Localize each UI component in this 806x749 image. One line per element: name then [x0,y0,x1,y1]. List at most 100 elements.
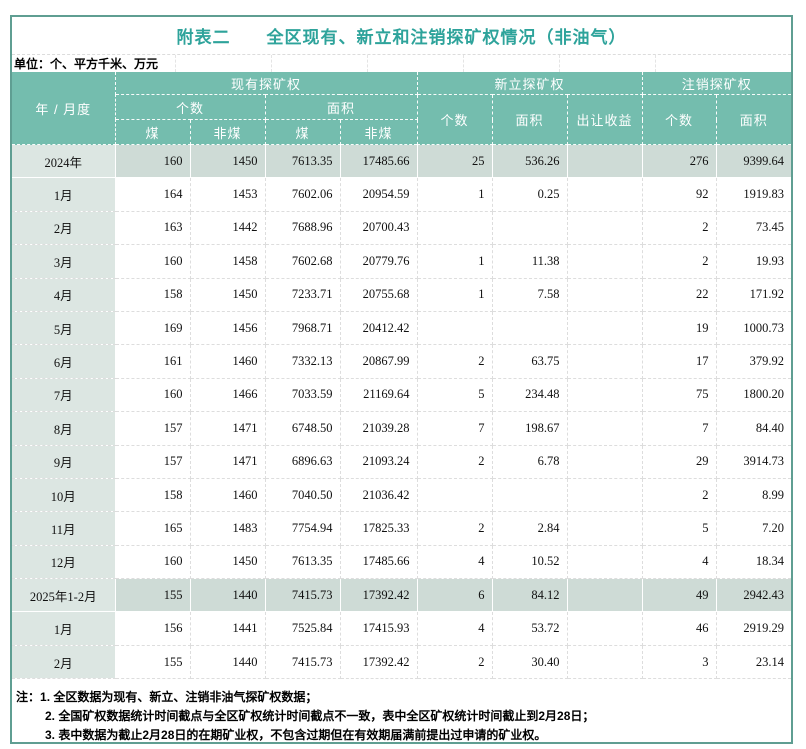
cell-new-revenue [566,444,643,479]
cell-existing-count-noncoal: 1442 [189,210,266,246]
cell-existing-count-coal: 157 [114,444,191,479]
cell-cancel-area: 2919.29 [715,611,791,646]
row-label: 8月 [12,411,116,446]
cell-new-count: 4 [416,544,493,580]
unit-note: 单位：个、平方千米、万元 [14,57,159,71]
cell-new-count: 1 [416,177,493,212]
note-prefix: 注： [16,690,41,705]
cell-existing-count-coal: 163 [114,210,191,246]
grid-line [559,55,655,72]
cell-cancel-count: 2 [641,244,717,279]
cell-existing-area-coal: 7602.06 [264,177,341,212]
cell-existing-count-noncoal: 1466 [189,377,266,413]
cell-cancel-area: 7.20 [715,511,791,546]
header-year-month: 年 / 月度 [12,72,116,145]
cell-new-area [491,210,568,246]
cell-new-count: 2 [416,511,493,546]
note-line-3: 3. 表中数据为截止2月28日的在期矿业权，不包含过期但在有效期届满前提出过申请… [16,726,785,743]
table-row: 9月 157 1471 6896.63 21093.24 2 6.78 29 3914.73 [12,444,791,479]
cell-cancel-area: 18.34 [715,544,791,580]
cell-cancel-area: 84.40 [715,411,791,446]
cell-existing-area-noncoal: 20954.59 [339,177,418,212]
note-line-1: 注：1. 全区数据为现有、新立、注销非油气探矿权数据； [16,688,785,707]
cell-cancel-area: 9399.64 [715,143,791,179]
row-label: 2月 [12,210,116,246]
cell-new-revenue [566,477,643,513]
cell-new-count [416,310,493,346]
row-label: 12月 [12,544,116,580]
cell-new-area [491,477,568,513]
cell-existing-area-coal: 6896.63 [264,444,341,479]
cell-cancel-count: 49 [641,578,717,613]
table-row: 7月 160 1466 7033.59 21169.64 5 234.48 75 1800.20 [12,377,791,413]
cell-existing-count-coal: 155 [114,644,191,680]
cell-existing-area-noncoal: 21036.42 [339,477,418,513]
cell-cancel-count: 4 [641,544,717,580]
cell-existing-area-noncoal: 17415.93 [339,611,418,646]
table-row: 10月 158 1460 7040.50 21036.42 2 8.99 [12,477,791,513]
cell-new-revenue [566,544,643,580]
cell-new-count [416,210,493,246]
cell-new-count: 2 [416,344,493,379]
cell-cancel-area: 8.99 [715,477,791,513]
header-existing-area-coal: 煤 [264,119,341,145]
table-row: 2025年1-2月 155 1440 7415.73 17392.42 6 84.12 49 2… [12,578,791,613]
table-row: 3月 160 1458 7602.68 20779.76 1 11.38 2 19.93 [12,244,791,279]
cell-existing-count-noncoal: 1450 [189,277,266,312]
cell-new-revenue [566,177,643,212]
cell-new-count [416,477,493,513]
grid-line [655,55,751,72]
cell-new-revenue [566,411,643,446]
note-text: 3. 表中数据为截止2月28日的在期矿业权，不包含过期但在有效期届满前提出过申请… [45,728,547,743]
row-label: 9月 [12,444,116,479]
note-text: 2. 全国矿权数据统计时间截点与全区矿权统计时间截点不一致，表中全区矿权统计时间… [45,709,595,724]
header-new-group: 新立探矿权 [416,72,643,95]
cell-new-count: 4 [416,611,493,646]
table-row: 1月 156 1441 7525.84 17415.93 4 53.72 46 2919.29 [12,611,791,646]
cell-existing-area-coal: 7613.35 [264,544,341,580]
cell-new-count: 6 [416,578,493,613]
grid-line [367,55,463,72]
cell-cancel-area: 3914.73 [715,444,791,479]
cell-new-area: 30.40 [491,644,568,680]
cell-existing-area-coal: 7033.59 [264,377,341,413]
header-existing-area-noncoal: 非煤 [339,119,418,145]
row-label: 11月 [12,511,116,546]
row-label: 4月 [12,277,116,312]
note-text: 1. 全区数据为现有、新立、注销非油气探矿权数据； [40,690,318,705]
report-sheet: 附表二 全区现有、新立和注销探矿权情况（非油气） 单位：个、平方千米、万元 年 … [10,15,793,744]
row-label: 7月 [12,377,116,413]
cell-existing-count-noncoal: 1450 [189,143,266,179]
cell-existing-area-noncoal: 20779.76 [339,244,418,279]
table-row: 2024年 160 1450 7613.35 17485.66 25 536.26 276 93… [12,143,791,179]
cell-existing-area-noncoal: 20700.43 [339,210,418,246]
row-label: 6月 [12,344,116,379]
header-existing-count-coal: 煤 [115,119,191,145]
cell-new-area: 536.26 [491,143,568,179]
grid-line [271,55,367,72]
cell-existing-count-noncoal: 1471 [189,444,266,479]
table-row: 12月 160 1450 7613.35 17485.66 4 10.52 4 18.34 [12,544,791,580]
table-row: 5月 169 1456 7968.71 20412.42 19 1000.73 [12,310,791,346]
table-row: 6月 161 1460 7332.13 20867.99 2 63.75 17 379.92 [12,344,791,379]
cell-existing-area-noncoal: 20867.99 [339,344,418,379]
grid-line [463,55,559,72]
cell-existing-count-noncoal: 1460 [189,344,266,379]
cell-existing-count-coal: 160 [114,143,191,179]
cell-existing-area-noncoal: 17392.42 [339,578,418,613]
cell-cancel-area: 23.14 [715,644,791,680]
cell-existing-count-noncoal: 1441 [189,611,266,646]
cell-existing-count-noncoal: 1453 [189,177,266,212]
cell-cancel-area: 73.45 [715,210,791,246]
cell-cancel-area: 1800.20 [715,377,791,413]
cell-existing-area-coal: 7968.71 [264,310,341,346]
cell-new-revenue [566,611,643,646]
cell-cancel-area: 1000.73 [715,310,791,346]
cell-cancel-count: 276 [641,143,717,179]
header-cancel-area: 面积 [715,94,791,145]
cell-new-revenue [566,344,643,379]
cell-existing-count-coal: 164 [114,177,191,212]
cell-existing-count-coal: 169 [114,310,191,346]
header-existing-count: 个数 [115,94,266,120]
cell-existing-count-coal: 161 [114,344,191,379]
